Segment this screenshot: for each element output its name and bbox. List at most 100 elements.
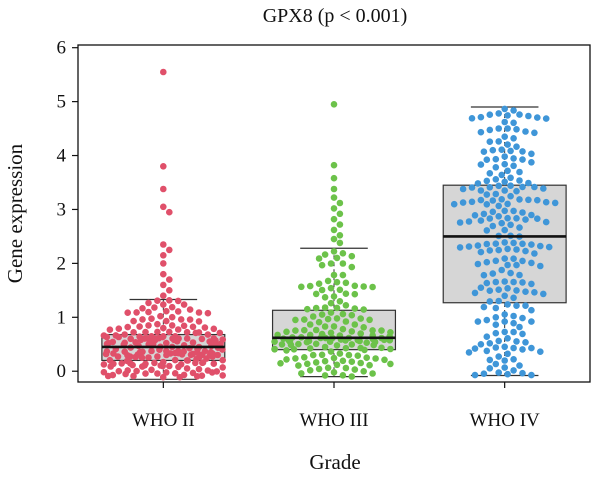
data-point	[501, 118, 509, 126]
data-point	[309, 313, 317, 320]
data-point	[324, 277, 332, 285]
data-point	[492, 176, 500, 183]
data-point	[271, 338, 278, 346]
data-point	[318, 351, 326, 359]
data-point	[519, 183, 526, 191]
data-point	[480, 271, 488, 279]
data-point	[115, 367, 123, 375]
data-point	[137, 336, 145, 344]
data-point	[324, 364, 332, 372]
data-point	[315, 255, 323, 262]
data-point	[330, 354, 338, 362]
data-point	[522, 247, 529, 255]
data-point	[528, 280, 535, 288]
data-point	[528, 259, 535, 267]
data-point	[183, 335, 191, 342]
data-point	[486, 340, 494, 347]
data-point	[171, 356, 179, 364]
data-point	[507, 182, 514, 189]
data-point	[318, 261, 326, 269]
data-point	[318, 311, 326, 318]
data-point	[513, 126, 520, 133]
data-point	[330, 248, 338, 255]
data-point	[519, 330, 526, 338]
data-point	[139, 363, 146, 370]
data-point	[510, 155, 517, 162]
data-point	[351, 321, 359, 328]
data-point	[195, 318, 203, 325]
data-point	[510, 239, 517, 247]
data-point	[342, 302, 350, 309]
data-point	[504, 167, 511, 175]
data-point	[342, 344, 350, 352]
data-point	[513, 215, 520, 222]
data-point	[330, 323, 338, 330]
data-point	[531, 129, 538, 137]
data-point	[516, 224, 523, 231]
data-point	[330, 226, 338, 234]
data-point	[133, 367, 140, 375]
group-who-ii	[100, 68, 226, 381]
data-point	[114, 353, 122, 360]
y-tick-label: 6	[57, 38, 67, 59]
data-point	[315, 318, 323, 326]
data-point	[159, 362, 166, 370]
data-point	[483, 156, 491, 163]
data-point	[360, 306, 368, 313]
data-point	[501, 226, 509, 234]
data-point	[306, 321, 314, 328]
data-point	[540, 290, 547, 298]
data-point	[501, 318, 509, 325]
data-point	[160, 260, 167, 267]
data-point	[471, 289, 479, 297]
data-point	[528, 344, 535, 352]
data-point	[519, 209, 526, 216]
data-point	[501, 364, 509, 371]
data-point	[139, 305, 146, 312]
data-point	[477, 217, 485, 224]
chart-title: GPX8 (p < 0.001)	[263, 5, 408, 27]
data-point	[107, 363, 114, 370]
data-point	[504, 245, 511, 253]
data-point	[201, 324, 209, 331]
data-point	[336, 286, 344, 294]
data-point	[292, 355, 299, 362]
data-point	[103, 340, 111, 348]
data-point	[492, 344, 500, 351]
data-point	[166, 246, 173, 254]
data-point	[106, 326, 114, 334]
data-point	[510, 344, 517, 352]
data-point	[306, 282, 314, 290]
data-point	[495, 337, 503, 345]
data-point	[471, 345, 479, 352]
data-point	[501, 178, 509, 186]
data-point	[507, 174, 514, 182]
data-point	[283, 356, 290, 363]
data-point	[148, 366, 155, 374]
data-point	[174, 297, 182, 305]
data-point	[342, 364, 350, 372]
data-point	[483, 191, 491, 198]
data-point	[495, 110, 503, 117]
data-point	[528, 241, 535, 248]
data-point	[154, 320, 161, 328]
data-point	[456, 219, 464, 226]
data-point	[351, 305, 359, 312]
data-point	[471, 371, 479, 379]
data-point	[351, 282, 359, 290]
plot-area	[100, 68, 567, 381]
data-point	[333, 342, 341, 349]
data-point	[465, 243, 473, 250]
data-point	[510, 367, 517, 374]
data-point	[321, 251, 329, 258]
data-point	[513, 338, 520, 345]
data-point	[333, 304, 341, 312]
data-point	[510, 319, 517, 327]
data-point	[357, 359, 365, 367]
data-point	[522, 216, 529, 223]
data-point	[327, 260, 335, 267]
data-point	[195, 309, 203, 316]
data-point	[510, 162, 517, 170]
data-point	[468, 115, 476, 122]
